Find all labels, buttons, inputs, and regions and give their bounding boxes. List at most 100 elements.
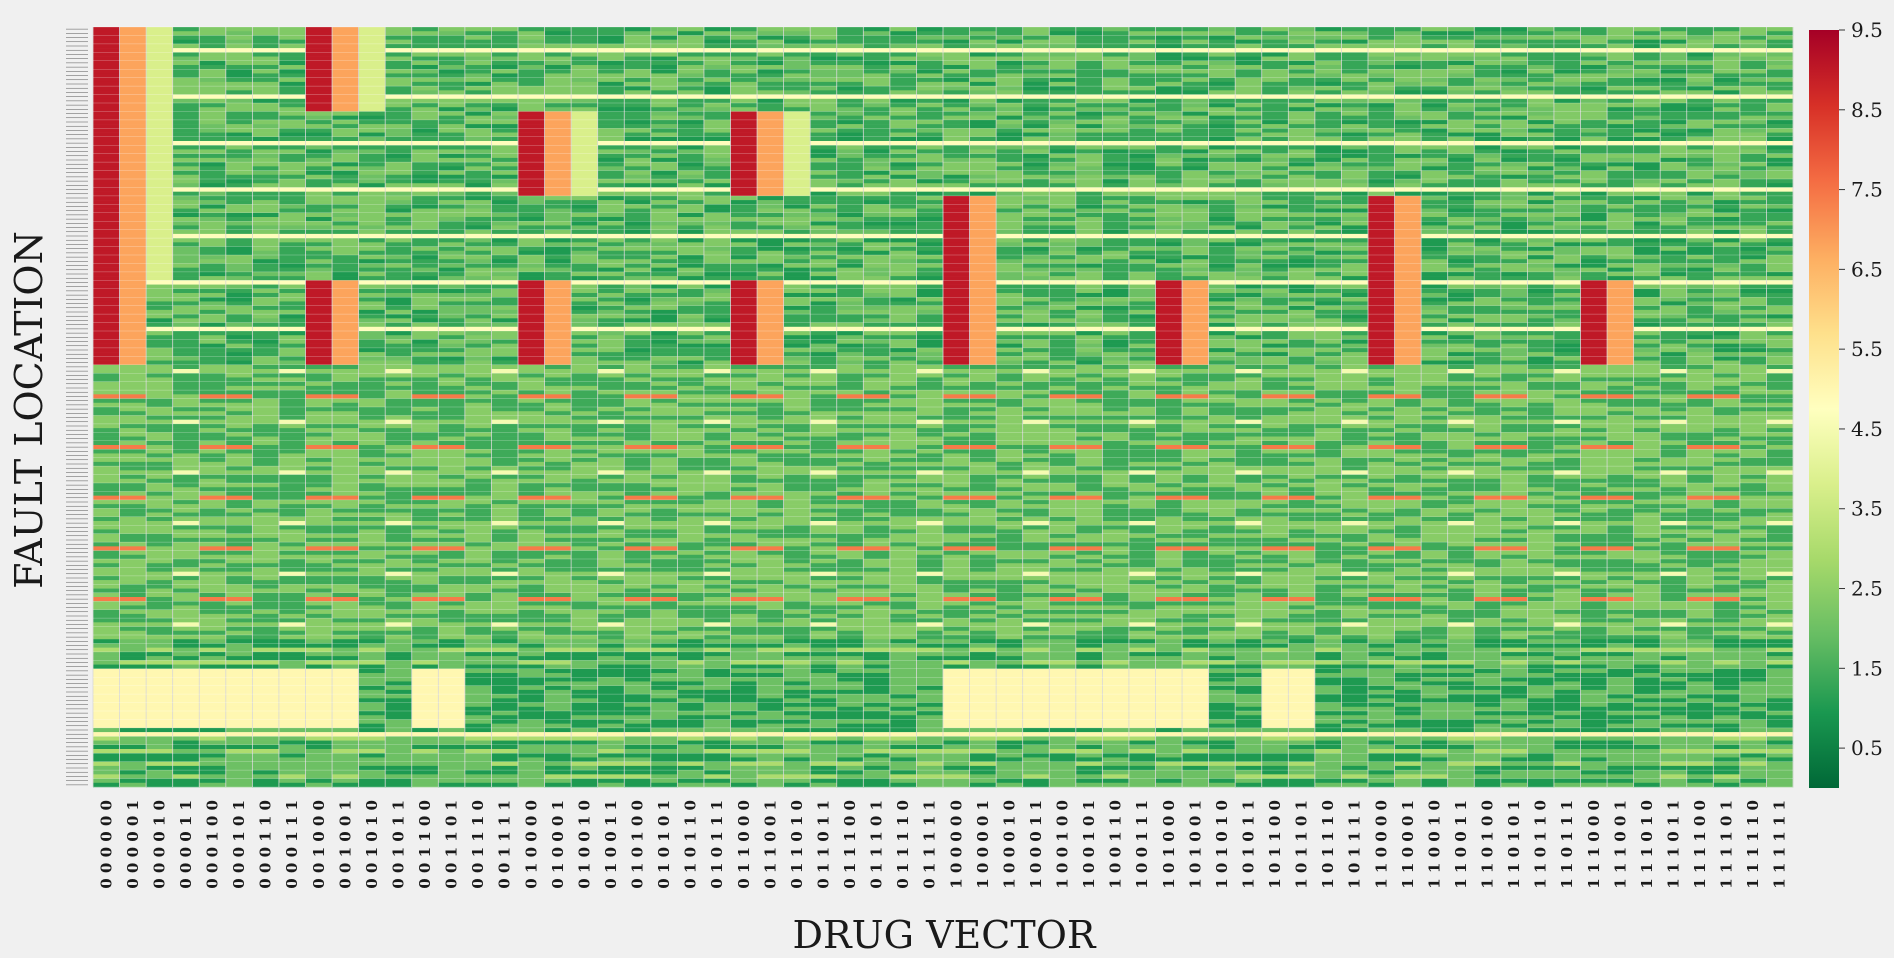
heatmap-cell xyxy=(278,141,306,146)
heatmap-cell xyxy=(1739,309,1767,315)
heatmap-cell xyxy=(1182,242,1209,247)
heatmap-cell xyxy=(146,162,173,167)
heatmap-cell xyxy=(1288,115,1316,121)
heatmap-cell xyxy=(943,331,970,336)
heatmap-cell xyxy=(624,128,652,133)
heatmap-cell xyxy=(597,39,625,45)
heatmap-cell xyxy=(1049,94,1077,100)
heatmap-cell xyxy=(1075,52,1103,57)
heatmap-cell xyxy=(305,233,333,239)
heatmap-cell xyxy=(305,174,333,180)
heatmap-cell xyxy=(1500,107,1528,112)
heatmap-cell xyxy=(1739,77,1767,83)
heatmap-cell xyxy=(1553,221,1581,226)
heatmap-cell xyxy=(225,107,253,112)
heatmap-cell xyxy=(730,217,758,222)
heatmap-cell xyxy=(518,115,545,121)
heatmap-cell xyxy=(1049,331,1077,336)
heatmap-cell xyxy=(1421,128,1448,133)
heatmap-cell xyxy=(916,301,944,306)
heatmap-cell xyxy=(1049,284,1077,290)
heatmap-cell xyxy=(1208,297,1236,302)
heatmap-cell xyxy=(411,263,439,268)
heatmap-cell xyxy=(1633,335,1661,340)
heatmap-cell xyxy=(571,246,598,252)
heatmap-cell xyxy=(703,86,731,91)
heatmap-cell xyxy=(1421,39,1448,45)
heatmap-cell xyxy=(1660,132,1688,138)
heatmap-cell xyxy=(1607,322,1634,328)
heatmap-cell xyxy=(650,174,678,180)
heatmap-cell xyxy=(863,149,891,154)
heatmap-cell xyxy=(597,322,625,328)
heatmap-cell xyxy=(810,119,838,125)
heatmap-cell xyxy=(1368,162,1395,167)
heatmap-cell xyxy=(1075,195,1103,201)
heatmap-cell xyxy=(305,204,333,209)
heatmap-cell xyxy=(464,271,492,277)
heatmap-cell xyxy=(464,335,492,340)
heatmap-cell xyxy=(1208,86,1236,91)
heatmap-cell xyxy=(730,31,758,36)
heatmap-cell xyxy=(836,179,864,184)
heatmap-cell xyxy=(650,347,678,353)
heatmap-cell xyxy=(1208,238,1236,243)
heatmap-cell xyxy=(491,212,519,218)
heatmap-cell xyxy=(1235,56,1263,62)
heatmap-cell xyxy=(1447,297,1475,302)
heatmap-cell xyxy=(1474,128,1502,133)
heatmap-cell xyxy=(518,212,545,218)
heatmap-cell xyxy=(385,212,413,218)
heatmap-cell xyxy=(358,77,386,83)
heatmap-cell xyxy=(677,212,705,218)
heatmap-cell xyxy=(1128,73,1156,78)
heatmap-cell xyxy=(1421,31,1448,36)
heatmap-cell xyxy=(1368,305,1395,311)
heatmap-cell xyxy=(1713,170,1741,176)
heatmap-cell xyxy=(1314,90,1342,95)
heatmap-cell xyxy=(1341,331,1369,336)
heatmap-cell xyxy=(1553,136,1581,142)
heatmap-cell xyxy=(1102,65,1130,70)
heatmap-cell xyxy=(1686,238,1714,243)
heatmap-cell xyxy=(1288,124,1316,129)
heatmap-cell xyxy=(677,259,705,264)
heatmap-cell xyxy=(836,107,864,112)
heatmap-cell xyxy=(757,200,784,205)
heatmap-cell xyxy=(783,242,811,247)
heatmap-cell xyxy=(1713,271,1741,277)
heatmap-cell xyxy=(1182,246,1209,252)
heatmap-cell xyxy=(703,162,731,167)
heatmap-cell xyxy=(199,204,227,209)
heatmap-cell xyxy=(1368,153,1395,159)
heatmap-cell xyxy=(199,149,227,154)
heatmap-cell xyxy=(411,318,439,323)
heatmap-cell xyxy=(1288,339,1316,344)
heatmap-cell xyxy=(1553,115,1581,121)
heatmap-cell xyxy=(969,103,997,108)
heatmap-cell xyxy=(1421,259,1448,264)
heatmap-cell xyxy=(1766,65,1794,70)
heatmap-cell xyxy=(305,225,333,230)
heatmap-cell xyxy=(1447,128,1475,133)
heatmap-cell xyxy=(172,27,200,32)
heatmap-cell xyxy=(1713,149,1741,154)
heatmap-cell xyxy=(783,187,811,192)
heatmap-cell xyxy=(146,250,173,256)
heatmap-cell xyxy=(119,271,147,277)
heatmap-cell xyxy=(1527,208,1555,214)
heatmap-cell xyxy=(438,27,466,32)
heatmap-cell xyxy=(385,119,413,125)
heatmap-cell xyxy=(1447,288,1475,294)
heatmap-cell xyxy=(1633,174,1661,180)
heatmap-cell xyxy=(597,259,625,264)
heatmap-cell xyxy=(119,128,147,133)
heatmap-cell xyxy=(571,73,598,78)
heatmap-cell xyxy=(1553,250,1581,256)
heatmap-cell xyxy=(518,73,545,78)
heatmap-cell xyxy=(1766,250,1794,256)
heatmap-cell xyxy=(1235,86,1263,91)
heatmap-cell xyxy=(996,145,1023,150)
heatmap-cell xyxy=(332,200,359,205)
heatmap-cell xyxy=(996,56,1023,62)
